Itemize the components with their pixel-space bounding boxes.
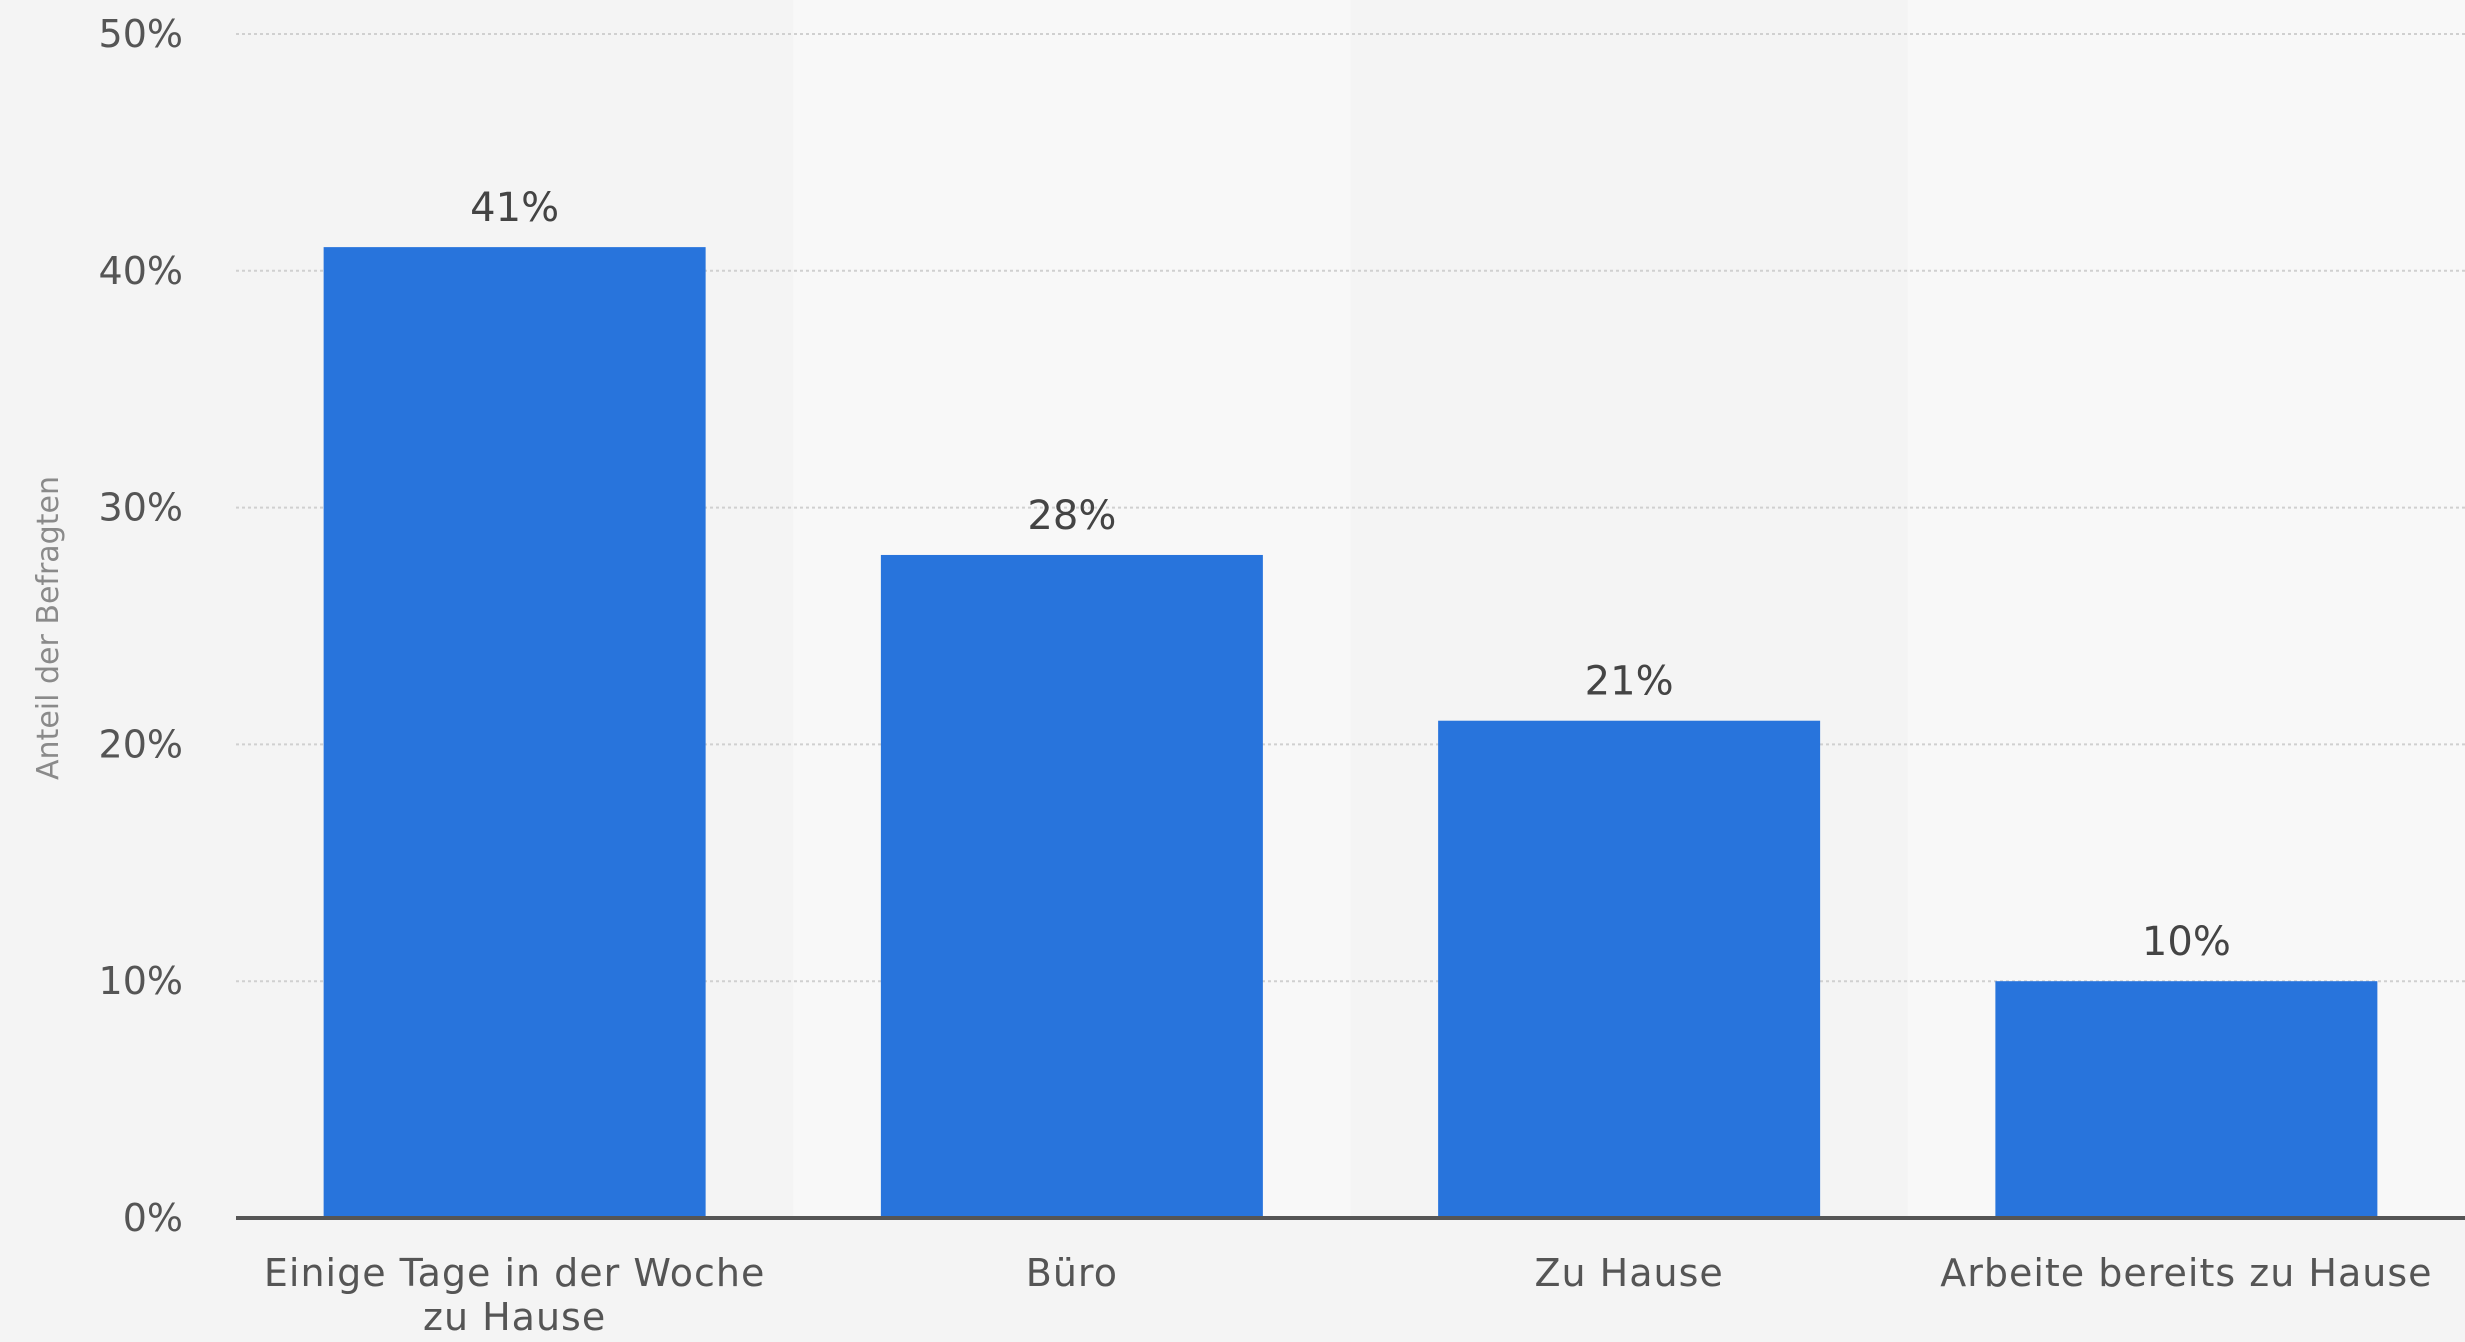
data-label: 21% [1585, 659, 1674, 705]
data-label: 41% [470, 185, 559, 231]
y-tick-label: 0% [123, 1196, 183, 1240]
y-tick-label: 10% [99, 959, 183, 1003]
bar [1438, 720, 1821, 1218]
y-tick-label: 30% [99, 486, 183, 530]
data-labels: 41% 28% 21% 10% [470, 185, 2231, 965]
x-tick-label: Arbeite bereits zu Hause [1940, 1251, 2432, 1295]
y-tick-label: 50% [99, 12, 183, 56]
bars [323, 247, 2378, 1218]
y-axis-ticks: 0% 10% 20% 30% 40% 50% [99, 12, 183, 1240]
y-tick-label: 40% [99, 249, 183, 293]
x-tick-label: Einige Tage in der Woche [264, 1251, 765, 1295]
bar [1995, 981, 2378, 1218]
data-label: 10% [2142, 919, 2231, 965]
y-tick-label: 20% [99, 722, 183, 766]
bar [323, 247, 706, 1218]
x-tick-label: Zu Hause [1534, 1251, 1723, 1295]
bar [880, 554, 1263, 1218]
y-axis-title: Anteil der Befragten [31, 476, 66, 780]
x-tick-label: zu Hause [423, 1295, 606, 1339]
data-label: 28% [1027, 493, 1116, 539]
x-tick-label: Büro [1026, 1251, 1118, 1295]
